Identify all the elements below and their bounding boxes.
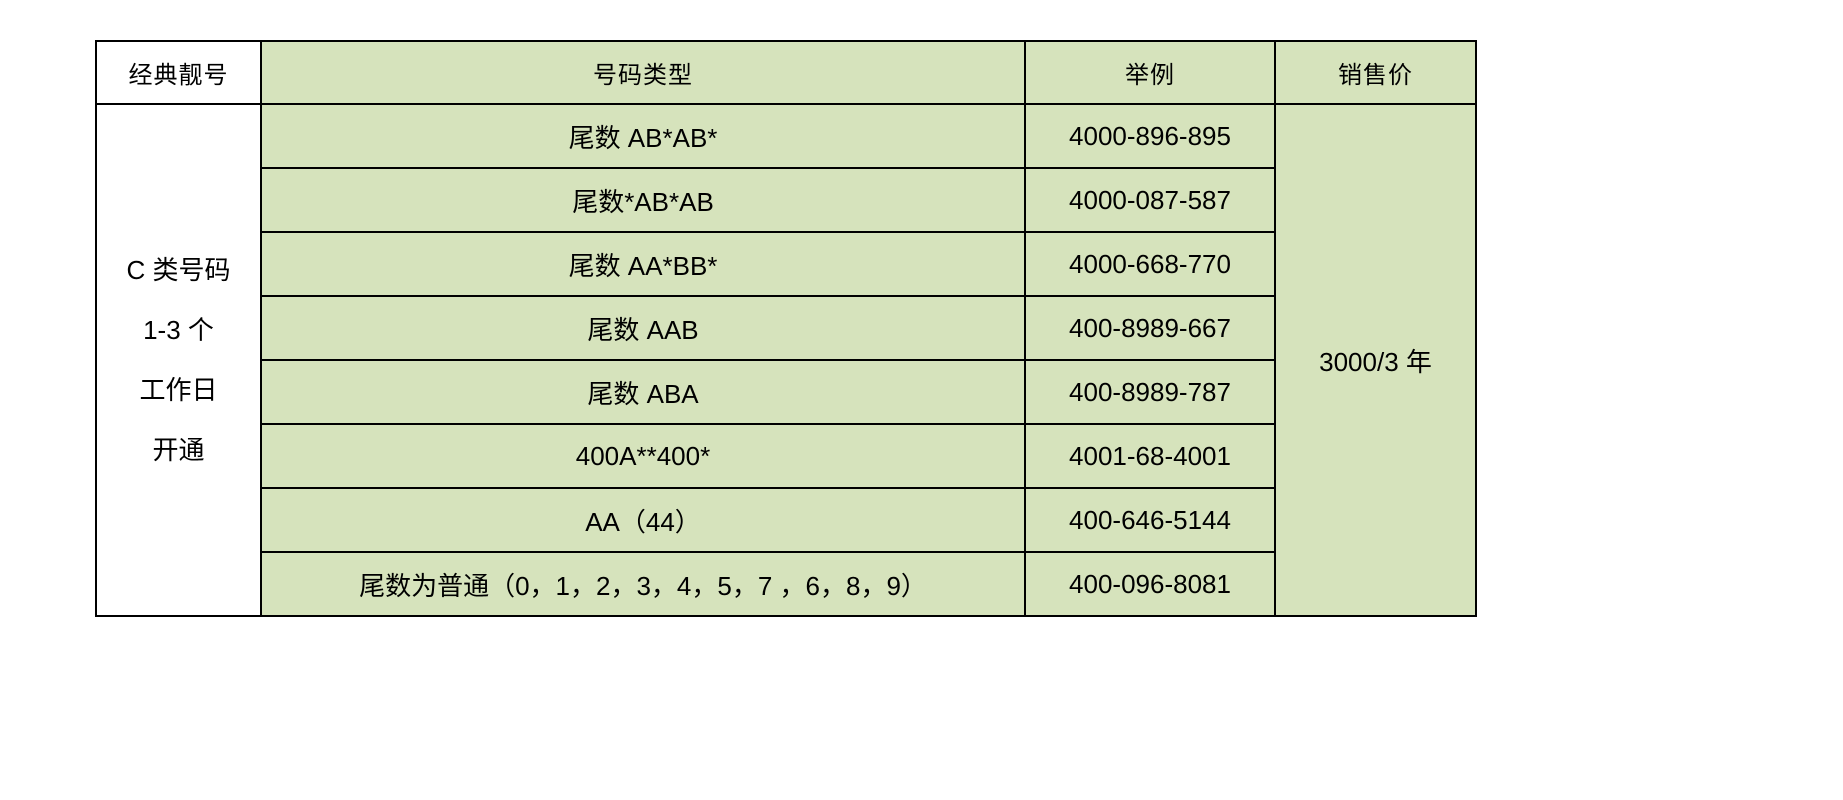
table-row: 尾数 ABA 400-8989-787 [96, 359, 1476, 425]
header-price: 销售价 [1274, 40, 1477, 105]
example-cell: 400-646-5144 [1024, 487, 1276, 553]
number-price-table: 经典靓号 号码类型 举例 销售价 C 类号码 1-3 个 工作日 开通 尾数 A… [95, 40, 1477, 617]
example-cell: 4000-896-895 [1024, 103, 1276, 169]
category-line: 1-3 个 [143, 315, 214, 345]
table-row: 尾数为普通（0，1，2，3，4，5，7 ，6，8，9） 400-096-8081 [96, 551, 1476, 617]
category-line: 开通 [152, 435, 205, 465]
table-row: 尾数 AA*BB* 4000-668-770 [96, 231, 1476, 297]
example-cell: 4000-668-770 [1024, 231, 1276, 297]
example-cell: 4001-68-4001 [1024, 423, 1276, 489]
type-cell: 尾数 AAB [260, 295, 1026, 361]
example-cell: 4000-087-587 [1024, 167, 1276, 233]
type-cell: AA（44） [260, 487, 1026, 553]
table-row: C 类号码 1-3 个 工作日 开通 尾数 AB*AB* 4000-896-89… [95, 103, 1477, 617]
type-cell: 尾数 AB*AB* [260, 103, 1026, 169]
type-cell: 尾数 ABA [260, 359, 1026, 425]
category-cell: C 类号码 1-3 个 工作日 开通 [95, 103, 262, 617]
example-cell: 400-8989-667 [1024, 295, 1276, 361]
table-row: 400A**400* 4001-68-4001 [96, 423, 1476, 489]
header-example: 举例 [1024, 40, 1276, 105]
header-row: 经典靓号 号码类型 举例 销售价 [95, 40, 1477, 105]
price-cell: 3000/3 年 [1274, 103, 1477, 617]
type-cell: 尾数*AB*AB [260, 167, 1026, 233]
type-cell: 尾数为普通（0，1，2，3，4，5，7 ，6，8，9） [260, 551, 1026, 617]
table-row: 尾数 AAB 400-8989-667 [96, 295, 1476, 361]
header-classic-number: 经典靓号 [95, 40, 262, 105]
example-cell: 400-8989-787 [1024, 359, 1276, 425]
table-row: 尾数*AB*AB 4000-087-587 [96, 167, 1476, 233]
type-cell: 400A**400* [260, 423, 1026, 489]
type-cell: 尾数 AA*BB* [260, 231, 1026, 297]
category-line: 工作日 [139, 375, 218, 405]
table-row: AA（44） 400-646-5144 [96, 487, 1476, 553]
header-number-type: 号码类型 [260, 40, 1026, 105]
example-cell: 400-096-8081 [1024, 551, 1276, 617]
category-line: C 类号码 [126, 255, 231, 285]
